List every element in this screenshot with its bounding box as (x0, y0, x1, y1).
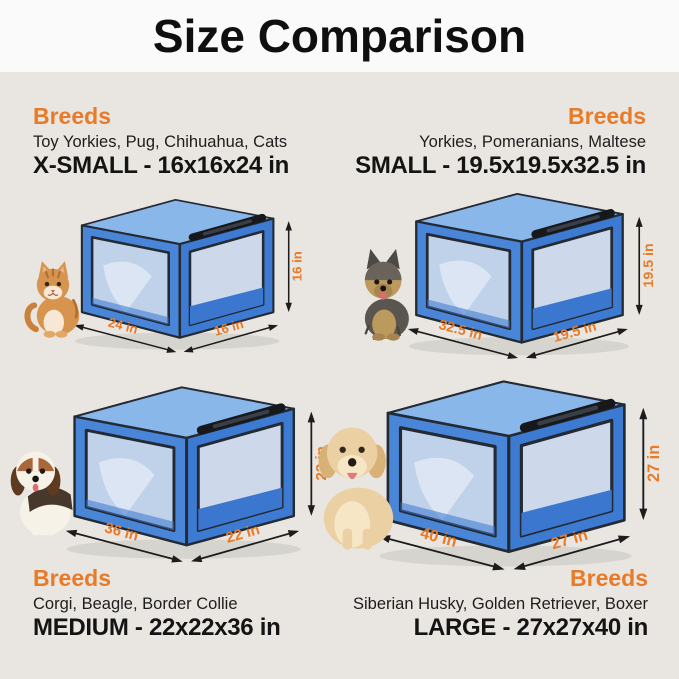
height-label: 16 in (289, 251, 304, 281)
crate-icon (67, 387, 301, 559)
beagle-icon (10, 451, 73, 536)
breeds-heading: Breeds (33, 565, 111, 591)
height-label: 27 in (645, 445, 663, 482)
length-label: 24 in (107, 315, 140, 337)
medium-crate-illustration: 36 in 22 in 22 in (10, 360, 330, 564)
golden-retriever-icon (318, 427, 394, 550)
breeds-list: Toy Yorkies, Pug, Chihuahua, Cats (33, 132, 288, 151)
x-small-crate-illustration: 24 in 16 in 16 in (22, 176, 304, 354)
x-small-text-block: Breeds Toy Yorkies, Pug, Chihuahua, Cats… (33, 103, 363, 180)
breeds-heading: Breeds (568, 103, 646, 129)
size-label: LARGE - 27x27x40 in (413, 614, 649, 642)
large-text-block: Breeds Siberian Husky, Golden Retriever,… (288, 565, 649, 642)
crate-icon (75, 200, 279, 350)
small-text-block: Breeds Yorkies, Pomeranians, Maltese SMA… (316, 103, 646, 180)
breeds-heading: Breeds (570, 565, 648, 591)
breeds-heading: Breeds (33, 103, 111, 129)
size-label: X-SMALL - 16x16x24 in (33, 152, 290, 180)
crate-icon (379, 381, 631, 566)
breeds-list: Yorkies, Pomeranians, Maltese (419, 132, 646, 151)
height-label: 19.5 in (641, 243, 657, 287)
yorkie-icon (363, 247, 411, 342)
size-label: MEDIUM - 22x22x36 in (33, 614, 281, 642)
title-band: Size Comparison (0, 0, 679, 72)
medium-text-block: Breeds Corgi, Beagle, Border Collie MEDI… (33, 565, 363, 642)
breeds-list: Siberian Husky, Golden Retriever, Boxer (353, 594, 648, 613)
breeds-list: Corgi, Beagle, Border Collie (33, 594, 238, 613)
cat-icon (27, 261, 79, 338)
size-label: SMALL - 19.5x19.5x32.5 in (355, 152, 646, 180)
small-crate-illustration: 32.5 in 19.5 in 19.5 in (363, 168, 657, 360)
large-crate-illustration: 40 in 27 in 27 in (318, 352, 663, 572)
page-title: Size Comparison (152, 10, 527, 62)
